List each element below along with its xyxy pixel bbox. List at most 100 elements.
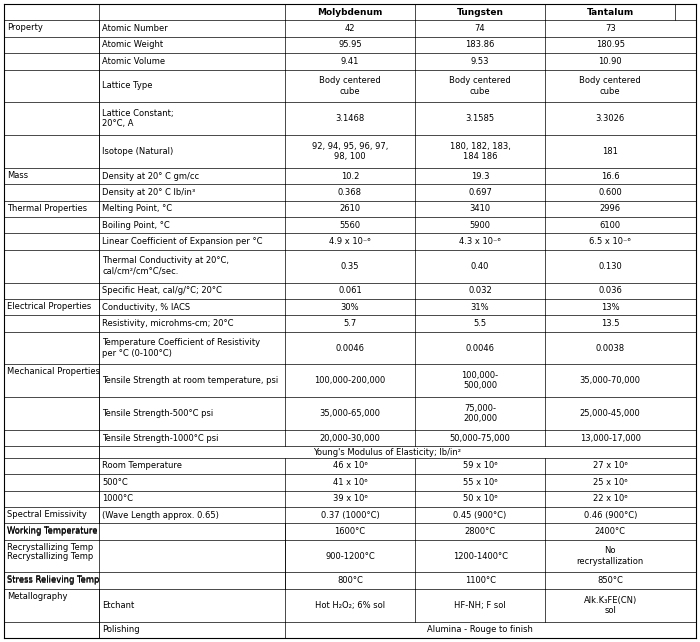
- Text: 0.37 (1000°C): 0.37 (1000°C): [321, 510, 379, 519]
- Text: 2400°C: 2400°C: [595, 527, 626, 536]
- Text: 22 x 10⁶: 22 x 10⁶: [593, 494, 627, 503]
- Text: 180, 182, 183,
184 186: 180, 182, 183, 184 186: [449, 142, 510, 161]
- Text: 55 x 10⁶: 55 x 10⁶: [463, 478, 498, 487]
- Text: Specific Heat, cal/g/°C; 20°C: Specific Heat, cal/g/°C; 20°C: [102, 286, 223, 295]
- Text: 0.368: 0.368: [338, 188, 362, 197]
- Text: 3.3026: 3.3026: [596, 114, 625, 123]
- Text: Recrystallizing Temp: Recrystallizing Temp: [7, 542, 93, 551]
- Text: 900-1200°C: 900-1200°C: [325, 551, 375, 560]
- Text: 183.86: 183.86: [466, 40, 495, 49]
- Text: 16.6: 16.6: [601, 171, 620, 180]
- Text: Conductivity, % IACS: Conductivity, % IACS: [102, 302, 190, 311]
- Text: Thermal Properties: Thermal Properties: [7, 204, 87, 213]
- Text: 50 x 10⁶: 50 x 10⁶: [463, 494, 498, 503]
- Text: 0.061: 0.061: [338, 286, 362, 295]
- Text: 31%: 31%: [471, 302, 489, 311]
- Text: 92, 94, 95, 96, 97,
98, 100: 92, 94, 95, 96, 97, 98, 100: [312, 142, 388, 161]
- Text: 6.5 x 10⁻⁶: 6.5 x 10⁻⁶: [589, 237, 631, 246]
- Text: Hot H₂O₂; 6% sol: Hot H₂O₂; 6% sol: [315, 601, 385, 610]
- Text: 2800°C: 2800°C: [465, 527, 496, 536]
- Text: 0.45 (900°C): 0.45 (900°C): [454, 510, 507, 519]
- Text: Boiling Point, °C: Boiling Point, °C: [102, 221, 170, 230]
- Text: 41 x 10⁶: 41 x 10⁶: [332, 478, 368, 487]
- Text: Tungsten: Tungsten: [456, 8, 503, 17]
- Text: 100,000-
500,000: 100,000- 500,000: [461, 371, 498, 390]
- Text: 10.2: 10.2: [341, 171, 359, 180]
- Text: 50,000-75,000: 50,000-75,000: [449, 433, 510, 442]
- Text: 46 x 10⁶: 46 x 10⁶: [332, 462, 368, 471]
- Text: 35,000-65,000: 35,000-65,000: [319, 409, 381, 418]
- Text: 19.3: 19.3: [471, 171, 489, 180]
- Text: 0.697: 0.697: [468, 188, 492, 197]
- Text: Temperature Coefficient of Resistivity
per °C (0-100°C): Temperature Coefficient of Resistivity p…: [102, 338, 260, 358]
- Text: Thermal Conductivity at 20°C,
cal/cm²/cm°C/sec.: Thermal Conductivity at 20°C, cal/cm²/cm…: [102, 256, 230, 276]
- Text: Working Temperature: Working Temperature: [7, 527, 97, 536]
- Text: 95.95: 95.95: [338, 40, 362, 49]
- Text: Body centered
cube: Body centered cube: [449, 76, 511, 96]
- Text: 2996: 2996: [600, 204, 621, 213]
- Text: Recrystallizing Temp: Recrystallizing Temp: [7, 551, 93, 560]
- Text: 39 x 10⁶: 39 x 10⁶: [332, 494, 368, 503]
- Text: 3.1468: 3.1468: [335, 114, 365, 123]
- Text: Mechanical Properties: Mechanical Properties: [7, 367, 100, 376]
- Text: 9.41: 9.41: [341, 57, 359, 66]
- Text: Lattice Constant;
20°C, A: Lattice Constant; 20°C, A: [102, 109, 174, 128]
- Text: 10.90: 10.90: [598, 57, 622, 66]
- Text: 500°C: 500°C: [102, 478, 128, 487]
- Text: Polishing: Polishing: [102, 625, 140, 634]
- Text: Density at 20° C lb/in³: Density at 20° C lb/in³: [102, 188, 196, 197]
- Text: Working Temperature: Working Temperature: [7, 526, 97, 535]
- Text: 73: 73: [605, 24, 615, 33]
- Text: 0.130: 0.130: [598, 262, 622, 271]
- Text: 27 x 10⁶: 27 x 10⁶: [593, 462, 628, 471]
- Text: 5560: 5560: [340, 221, 360, 230]
- Text: 25,000-45,000: 25,000-45,000: [580, 409, 641, 418]
- Text: 0.46 (900°C): 0.46 (900°C): [584, 510, 637, 519]
- Text: 3410: 3410: [470, 204, 491, 213]
- Text: Metallography: Metallography: [7, 592, 67, 601]
- Text: Body centered
cube: Body centered cube: [319, 76, 381, 96]
- Text: 75,000-
200,000: 75,000- 200,000: [463, 404, 497, 423]
- Text: 4.9 x 10⁻⁶: 4.9 x 10⁻⁶: [329, 237, 371, 246]
- Text: Tensile Strength-1000°C psi: Tensile Strength-1000°C psi: [102, 433, 219, 442]
- Text: 180.95: 180.95: [596, 40, 624, 49]
- Text: 0.0046: 0.0046: [466, 343, 495, 352]
- Text: 5900: 5900: [470, 221, 491, 230]
- Text: 30%: 30%: [341, 302, 359, 311]
- Text: Stress Relieving Temp: Stress Relieving Temp: [7, 575, 99, 584]
- Text: Etchant: Etchant: [102, 601, 134, 610]
- Text: 0.036: 0.036: [598, 286, 622, 295]
- Text: Tantalum: Tantalum: [587, 8, 634, 17]
- Text: Electrical Properties: Electrical Properties: [7, 302, 91, 311]
- Text: Atomic Number: Atomic Number: [102, 24, 168, 33]
- Text: 35,000-70,000: 35,000-70,000: [580, 376, 641, 385]
- Text: Alk.K₃FE(CN)
sol: Alk.K₃FE(CN) sol: [584, 596, 637, 615]
- Text: 6100: 6100: [600, 221, 621, 230]
- Text: Property: Property: [7, 23, 43, 32]
- Text: Body centered
cube: Body centered cube: [580, 76, 641, 96]
- Text: Alumina - Rouge to finish: Alumina - Rouge to finish: [427, 625, 533, 634]
- Text: 5.7: 5.7: [344, 319, 356, 328]
- Text: Resistivity, microhms-cm; 20°C: Resistivity, microhms-cm; 20°C: [102, 319, 234, 328]
- Text: 0.0046: 0.0046: [335, 343, 365, 352]
- Text: Tensile Strength-500°C psi: Tensile Strength-500°C psi: [102, 409, 214, 418]
- Text: 1200-1400°C: 1200-1400°C: [453, 551, 508, 560]
- Text: 42: 42: [344, 24, 355, 33]
- Text: 13%: 13%: [601, 302, 620, 311]
- Text: 0.032: 0.032: [468, 286, 492, 295]
- Text: No
recrystallization: No recrystallization: [577, 546, 644, 566]
- Text: Room Temperature: Room Temperature: [102, 462, 183, 471]
- Text: HF-NH; F sol: HF-NH; F sol: [454, 601, 506, 610]
- Text: 20,000-30,000: 20,000-30,000: [320, 433, 380, 442]
- Text: 0.0038: 0.0038: [596, 343, 625, 352]
- Text: Young's Modulus of Elasticity; lb/in²: Young's Modulus of Elasticity; lb/in²: [314, 447, 461, 456]
- Text: 13.5: 13.5: [601, 319, 620, 328]
- Text: 13,000-17,000: 13,000-17,000: [580, 433, 641, 442]
- Text: 3.1585: 3.1585: [466, 114, 495, 123]
- Text: 4.3 x 10⁻⁶: 4.3 x 10⁻⁶: [459, 237, 501, 246]
- Text: Stress Relieving Temp: Stress Relieving Temp: [7, 576, 99, 585]
- Text: 25 x 10⁶: 25 x 10⁶: [593, 478, 627, 487]
- Text: 5.5: 5.5: [473, 319, 486, 328]
- Text: 100,000-200,000: 100,000-200,000: [314, 376, 386, 385]
- Text: 0.35: 0.35: [341, 262, 359, 271]
